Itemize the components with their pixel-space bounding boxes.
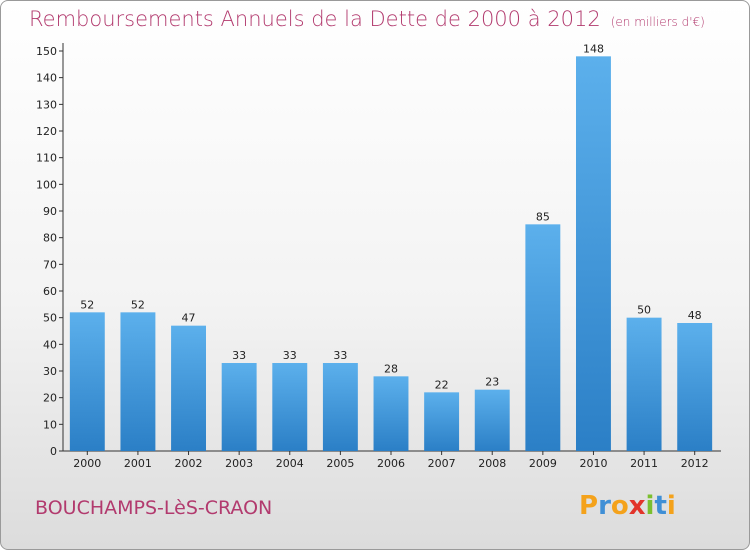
- y-tick-label: 60: [43, 285, 57, 298]
- y-tick-label: 40: [43, 338, 57, 351]
- y-tick-label: 90: [43, 205, 57, 218]
- y-tick-label: 150: [36, 45, 57, 58]
- logo-letter: x: [628, 491, 646, 521]
- y-tick-label: 140: [36, 72, 57, 85]
- data-label-2012: 48: [688, 309, 702, 322]
- x-tick-label-2012: 2012: [681, 457, 709, 470]
- bar-2003: [221, 363, 257, 451]
- bar-2002: [171, 325, 207, 451]
- x-tick-label-2011: 2011: [630, 457, 658, 470]
- logo-letter: i: [645, 491, 655, 521]
- bar-2007: [424, 392, 460, 451]
- data-label-2011: 50: [637, 304, 651, 317]
- bar-2004: [272, 363, 308, 451]
- logo-letter: r: [598, 491, 611, 521]
- bar-2008: [474, 389, 510, 451]
- chart-title-text: Remboursements Annuels de la Dette de 20…: [29, 7, 601, 31]
- logo-letter: o: [610, 491, 629, 521]
- x-tick-label-2007: 2007: [428, 457, 456, 470]
- x-tick-label-2005: 2005: [326, 457, 354, 470]
- logo-letter: t: [654, 491, 667, 521]
- bar-2001: [120, 312, 156, 451]
- x-tick-label-2004: 2004: [276, 457, 304, 470]
- data-label-2004: 33: [283, 349, 297, 362]
- proxiti-logo: Proxiti: [579, 491, 676, 521]
- y-tick-label: 110: [36, 152, 57, 165]
- y-tick-label: 70: [43, 258, 57, 271]
- x-tick-label-2002: 2002: [175, 457, 203, 470]
- y-tick-label: 50: [43, 312, 57, 325]
- y-tick-label: 30: [43, 365, 57, 378]
- chart-subtitle: (en milliers d'€): [610, 15, 705, 29]
- x-tick-label-2008: 2008: [478, 457, 506, 470]
- data-label-2006: 28: [384, 362, 398, 375]
- bar-2009: [525, 224, 561, 451]
- x-tick-label-2010: 2010: [579, 457, 607, 470]
- x-tick-label-2003: 2003: [225, 457, 253, 470]
- chart-bars: 52 52 47 33 33 33 28 22 23 85 148 50 48: [69, 42, 713, 451]
- bar-2005: [322, 363, 358, 451]
- y-tick-label: 10: [43, 418, 57, 431]
- y-tick-label: 130: [36, 98, 57, 111]
- x-tick-label-2009: 2009: [529, 457, 557, 470]
- logo-letter: P: [579, 491, 599, 521]
- bar-2006: [373, 376, 409, 451]
- data-label-2003: 33: [232, 349, 246, 362]
- place-name: BOUCHAMPS-LèS-CRAON: [35, 497, 273, 519]
- data-label-2000: 52: [80, 298, 94, 311]
- y-tick-label: 0: [50, 445, 57, 458]
- data-label-2009: 85: [536, 210, 550, 223]
- data-label-2010: 148: [583, 42, 604, 55]
- chart-title: Remboursements Annuels de la Dette de 20…: [29, 7, 705, 31]
- bar-2010: [575, 56, 611, 451]
- y-tick-label: 80: [43, 232, 57, 245]
- logo-letter: i: [666, 491, 676, 521]
- x-tick-label-2000: 2000: [73, 457, 101, 470]
- data-label-2001: 52: [131, 298, 145, 311]
- data-label-2002: 47: [182, 312, 196, 325]
- data-label-2005: 33: [333, 349, 347, 362]
- x-tick-label-2006: 2006: [377, 457, 405, 470]
- bar-2012: [677, 323, 713, 451]
- data-label-2007: 22: [435, 378, 449, 391]
- y-tick-label: 100: [36, 178, 57, 191]
- y-tick-label: 20: [43, 392, 57, 405]
- x-tick-label-2001: 2001: [124, 457, 152, 470]
- bar-2000: [69, 312, 105, 451]
- data-label-2008: 23: [485, 376, 499, 389]
- y-tick-label: 120: [36, 125, 57, 138]
- bar-2011: [626, 317, 662, 451]
- chart-axes: 0 10 20 30 40 50 60 70 80 90 100 110 120 130 140 150 200…: [36, 43, 721, 470]
